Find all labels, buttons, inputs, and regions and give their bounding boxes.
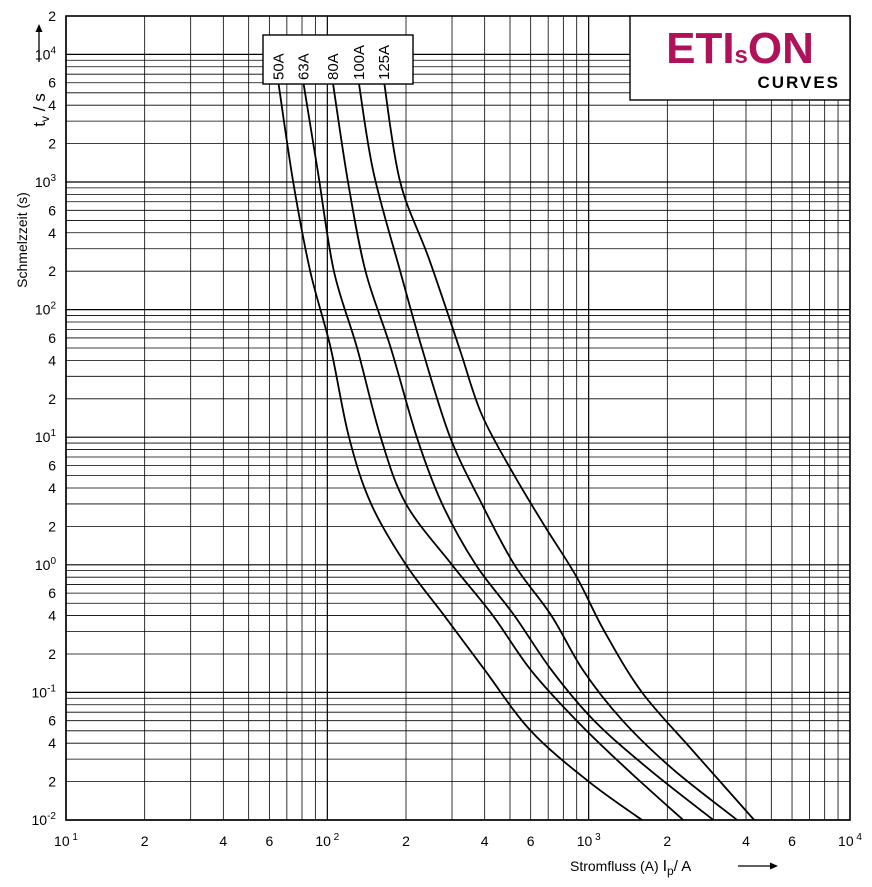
y-tick-label: 2: [48, 646, 56, 662]
y-tick-label: 6: [48, 330, 56, 346]
x-tick-label: 6: [788, 833, 796, 849]
series-line-63A: [302, 82, 684, 821]
x-tick-label: 2: [663, 833, 671, 849]
x-tick-label: 4: [219, 833, 227, 849]
y-axis-label: tv / s: [30, 24, 52, 127]
x-tick-label: 4: [481, 833, 489, 849]
y-tick-label: 6: [48, 713, 56, 729]
series-curves: [277, 82, 755, 821]
y-tick-label: 4: [48, 352, 56, 368]
x-tick-label: 6: [527, 833, 535, 849]
x-axis-label: Stromfluss (A) Ip/ A: [570, 858, 778, 878]
legend-box: [262, 34, 414, 85]
logo-box: [629, 15, 851, 101]
y-tick-label: 2: [48, 391, 56, 407]
logo-text-small: s: [735, 42, 748, 69]
y-tick-label: 4: [48, 608, 56, 624]
legend-label-63A: 63A: [295, 53, 312, 80]
x-tick-label: 4: [742, 833, 750, 849]
svg-text:tv / s: tv / s: [30, 93, 52, 126]
x-tick-label: 10 1: [54, 832, 78, 849]
y-tick-label: 6: [48, 458, 56, 474]
logo: ETIsON CURVES: [629, 15, 851, 101]
y-tick-label: 6: [48, 585, 56, 601]
x-axis-symbol: I: [663, 858, 667, 875]
plot-frame: [65, 15, 851, 821]
y-tick-label: 103: [35, 173, 57, 190]
y-tick-label: 6: [48, 202, 56, 218]
y-tick-label: 4: [48, 480, 56, 496]
y-tick-label: 10-1: [32, 683, 57, 700]
x-tick-label: 2: [402, 833, 410, 849]
y-tick-label: 102: [35, 301, 57, 318]
series-line-80A: [332, 82, 714, 821]
series-line-50A: [277, 82, 643, 821]
y-tick-label: 2: [48, 518, 56, 534]
svg-text:ETIsON: ETIsON: [666, 24, 814, 73]
x-axis-symbol-sub: p: [667, 864, 674, 878]
svg-text:Stromfluss (A) Ip/ A: Stromfluss (A) Ip/ A: [570, 858, 691, 878]
legend-label-50A: 50A: [270, 53, 287, 80]
logo-text-tail: ON: [748, 24, 814, 73]
x-tick-label: 2: [141, 833, 149, 849]
y-tick-label: 2: [48, 263, 56, 279]
x-tick-label: 10 4: [838, 832, 862, 849]
logo-text-main: ETI: [666, 24, 734, 73]
y-tick-label: 2: [48, 136, 56, 152]
y-tick-label: 100: [35, 556, 57, 573]
x-axis-unit: / A: [674, 858, 692, 875]
legend-labels: 50A 63A 80A 100A 125A: [270, 45, 393, 80]
x-tick-labels: 10 1 2 4 6 10 2 2 4 6 10 3 2 4 6 10 4: [54, 832, 862, 849]
x-axis-arrow-head: [770, 862, 778, 870]
y-tick-label: 101: [35, 428, 57, 445]
grid-lines: [65, 15, 850, 821]
x-tick-label: 6: [266, 833, 274, 849]
y-tick-label: 6: [48, 75, 56, 91]
legend-label-80A: 80A: [325, 53, 342, 80]
y-tick-label: 4: [48, 735, 56, 751]
y-axis-unit: / s: [30, 93, 49, 111]
y-axis-label-secondary: Schmelzzeit (s): [14, 192, 30, 288]
y-tick-label: 104: [35, 45, 57, 62]
y-axis-symbol: t: [30, 122, 49, 127]
y-tick-label: 2: [48, 8, 56, 24]
y-tick-label: 4: [48, 225, 56, 241]
y-tick-label: 10-2: [32, 811, 57, 828]
y-tick-label: 2: [48, 774, 56, 790]
y-tick-label: 4: [48, 97, 56, 113]
series-line-125A: [383, 82, 755, 821]
series-line-100A: [357, 82, 738, 821]
y-axis-symbol-sub: v: [38, 116, 52, 122]
y-axis-arrow-head: [35, 24, 43, 32]
x-tick-label: 10 2: [315, 832, 339, 849]
y-tick-labels: 2 104 6 4 2 103 6 4 2 102 6 4 2 101 6 4 2 100 6 4 2 10-1 6 4 2 10…: [32, 8, 57, 828]
x-tick-label: 10 3: [577, 832, 601, 849]
legend-label-125A: 125A: [376, 45, 393, 80]
x-axis-label-prefix: Stromfluss (A): [570, 858, 659, 874]
logo-subtext: CURVES: [757, 73, 840, 92]
legend-label-100A: 100A: [351, 45, 368, 80]
